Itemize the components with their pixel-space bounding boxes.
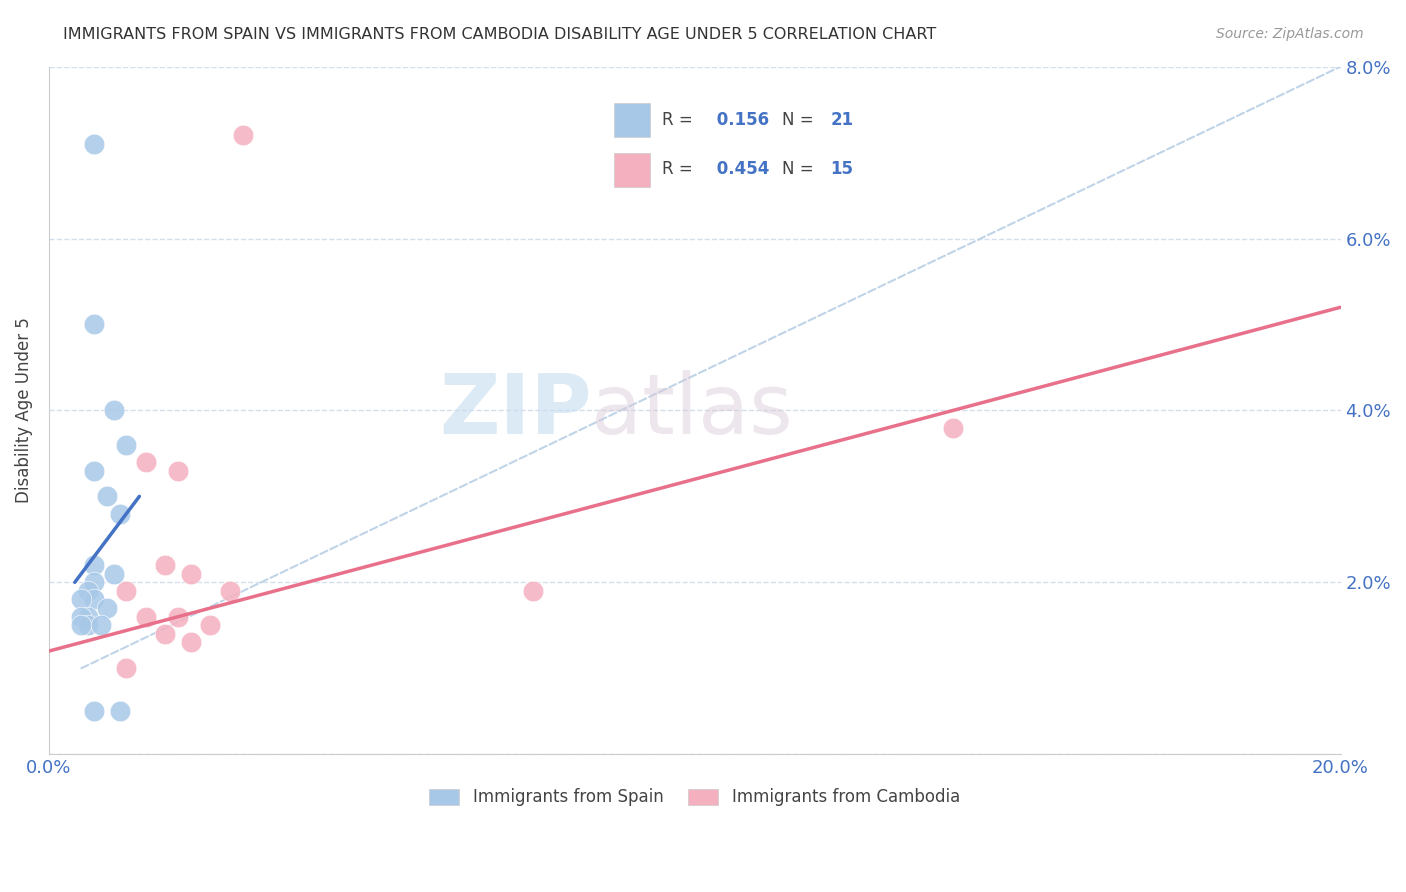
Text: ZIP: ZIP — [439, 370, 592, 450]
Point — [83, 318, 105, 332]
Point — [90, 618, 112, 632]
Point — [108, 704, 131, 718]
Point — [115, 438, 138, 452]
Point — [70, 592, 93, 607]
Point — [232, 128, 254, 143]
Point — [96, 601, 118, 615]
Point — [76, 583, 98, 598]
Y-axis label: Disability Age Under 5: Disability Age Under 5 — [15, 318, 32, 503]
Point — [180, 566, 202, 581]
Point — [115, 661, 138, 675]
Point — [218, 583, 240, 598]
Point — [83, 464, 105, 478]
Point — [83, 592, 105, 607]
Text: atlas: atlas — [592, 370, 793, 450]
Legend: Immigrants from Spain, Immigrants from Cambodia: Immigrants from Spain, Immigrants from C… — [420, 780, 969, 814]
Point — [83, 704, 105, 718]
Point — [135, 609, 157, 624]
Point — [942, 420, 965, 434]
Point — [167, 464, 190, 478]
Point — [76, 609, 98, 624]
Point — [180, 635, 202, 649]
Point — [83, 575, 105, 590]
Point — [167, 609, 190, 624]
Point — [76, 618, 98, 632]
Point — [522, 583, 544, 598]
Point — [70, 609, 93, 624]
Point — [70, 618, 93, 632]
Point — [155, 558, 177, 573]
Text: Source: ZipAtlas.com: Source: ZipAtlas.com — [1216, 27, 1364, 41]
Point — [83, 136, 105, 151]
Point — [96, 489, 118, 503]
Point — [83, 558, 105, 573]
Point — [135, 455, 157, 469]
Point — [103, 403, 125, 417]
Point — [108, 507, 131, 521]
Point — [200, 618, 222, 632]
Point — [155, 627, 177, 641]
Text: IMMIGRANTS FROM SPAIN VS IMMIGRANTS FROM CAMBODIA DISABILITY AGE UNDER 5 CORRELA: IMMIGRANTS FROM SPAIN VS IMMIGRANTS FROM… — [63, 27, 936, 42]
Point — [103, 566, 125, 581]
Point — [115, 583, 138, 598]
